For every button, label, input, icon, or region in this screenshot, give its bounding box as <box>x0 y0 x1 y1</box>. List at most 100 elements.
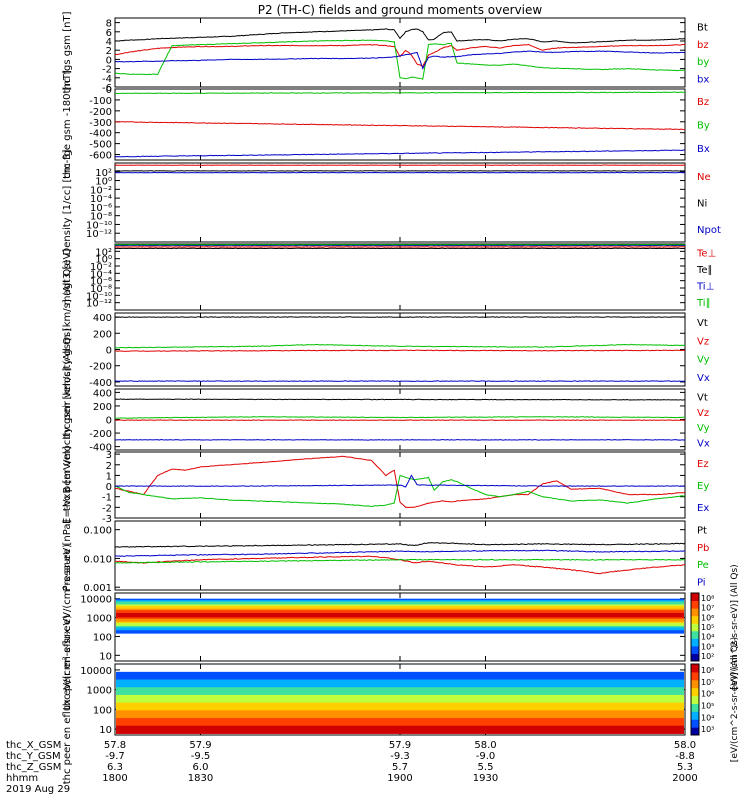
y-tick-label: -400 <box>89 378 112 389</box>
spectrogram-band <box>116 702 684 706</box>
legend-entry: by <box>697 57 709 68</box>
y-tick-label: -200 <box>89 107 112 118</box>
colorbar-swatch <box>691 671 699 681</box>
spectrogram-band <box>116 687 684 691</box>
y-tick-label: 10² <box>95 168 112 179</box>
x-tick-label: -9.7 <box>105 751 125 762</box>
spectrogram-band <box>116 628 684 631</box>
spectrogram-band <box>116 671 684 675</box>
legend-entry: Pi <box>697 577 706 588</box>
spectrogram-band <box>116 730 684 734</box>
y-axis-label: Density [1/cc] [cm-3] <box>62 149 73 255</box>
legend-entry: bx <box>697 74 709 85</box>
panel-pressure: 0.001 0.010 0.100 Pressure [nPa] Pt Pb Pe Pi <box>62 520 709 595</box>
colorbar-swatch <box>691 711 699 720</box>
y-tick-label: 10⁻¹⁰ <box>86 291 112 302</box>
y-tick-label: 0.100 <box>83 526 112 537</box>
y-tick-label: 2 <box>106 46 112 57</box>
panel-frame <box>114 520 686 591</box>
spectrogram-band <box>116 710 684 714</box>
y-axis-label: thc fge gsm -180 [nT] <box>62 70 73 179</box>
x-tick-label: 1800 <box>102 773 127 784</box>
spectrogram-band <box>116 598 684 601</box>
x-row-label: thc_X_GSM <box>6 740 61 751</box>
spectrogram-band <box>116 718 684 722</box>
x-tick-label: 57.9 <box>189 740 211 751</box>
x-row-label: thc_Y_GSM <box>6 751 61 762</box>
colorbar-tick-label: 10³ <box>701 725 714 734</box>
spectrogram-band <box>116 602 684 605</box>
series-Vz <box>115 419 685 421</box>
y-tick-label: 0 <box>106 85 112 96</box>
spectrogram-band <box>116 712 684 716</box>
y-tick-label: -400 <box>89 129 112 140</box>
y-tick-label: 4 <box>106 37 112 48</box>
panel-frame <box>114 312 686 387</box>
series-Bx <box>115 149 685 158</box>
y-axis-label: thc fgs gsm [nT] <box>62 11 73 93</box>
y-tick-label: 10⁻² <box>90 185 112 196</box>
colorbar-swatch <box>691 645 699 654</box>
legend-entry: Vx <box>697 438 710 449</box>
series-Pb <box>115 555 685 575</box>
x-tick-label: 58.0 <box>674 740 696 751</box>
y-tick-label: -4 <box>102 74 112 85</box>
colorbar-swatch <box>691 679 699 689</box>
legend-entry: Bt <box>697 23 708 34</box>
spectrogram-band <box>116 676 684 681</box>
y-tick-label: 0 <box>106 482 112 493</box>
series-Bt <box>115 28 685 44</box>
x-tick-label: -9.5 <box>191 751 211 762</box>
x-tick-label: 1900 <box>387 773 412 784</box>
colorbar-tick-label: 10⁸ <box>701 666 714 675</box>
colorbar-swatch <box>691 695 699 704</box>
spectrogram-band <box>116 613 684 615</box>
y-tick-label: -200 <box>89 362 112 373</box>
x-tick-label: 57.8 <box>104 740 126 751</box>
x-tick-label: -9.0 <box>476 751 496 762</box>
y-tick-label: 10000 <box>80 666 112 677</box>
y-axis-label: thc peir en eflux eV/(cm²-s-sr-eV) <box>62 544 73 710</box>
panel-peer_velocity: -400 -200 0 200 400 thc peer velocity gsm [km… <box>62 328 710 511</box>
series-Vx <box>115 439 685 441</box>
panel-peer_eflux: 10 100 1000 10000 thc peer en eflux eV/(cm²-… <box>62 615 686 785</box>
y-tick-label: 10000 <box>80 595 112 606</box>
y-tick-label: 1000 <box>87 686 112 697</box>
y-tick-label: -500 <box>89 140 112 151</box>
spectrogram-band <box>116 617 684 620</box>
spectrogram-band <box>116 697 684 701</box>
y-tick-label: -6 <box>102 83 112 94</box>
spectrogram-band <box>116 600 684 603</box>
x-tick-label: 58.0 <box>474 740 496 751</box>
series-Vt <box>115 398 685 401</box>
x-tick-label: 6.3 <box>107 762 123 773</box>
y-tick-label: 200 <box>93 329 112 340</box>
legend-entry: Ti⊥ <box>696 281 714 292</box>
y-axis-label: thc peer en eflux eV/(cm²-s-sr-eV) <box>62 615 73 785</box>
y-tick-label: 10⁻¹² <box>86 229 112 240</box>
y-tick-label: 10⁻⁶ <box>90 277 112 288</box>
spectrogram-band <box>116 608 684 611</box>
spectrogram-band <box>116 705 684 709</box>
y-tick-label: 200 <box>93 402 112 413</box>
colorbar-tick-label: 10⁵ <box>701 623 714 632</box>
legend-entry: Ey <box>697 481 709 492</box>
y-axis-label: magt3 [eV] <box>62 249 73 306</box>
y-tick-label: 400 <box>93 388 112 399</box>
series-Vy <box>115 416 685 419</box>
spectrogram-band <box>116 601 684 604</box>
y-tick-label: 0.001 <box>83 583 112 594</box>
spectrogram-band <box>116 611 684 614</box>
y-tick-label: 10⁻⁶ <box>90 203 112 214</box>
colorbar-swatch <box>691 653 699 662</box>
y-axis-label: thc peer velocity gsm [km/s] (All Qs) <box>62 328 73 511</box>
y-tick-label: 2 <box>106 461 112 472</box>
spectrogram-band <box>116 630 684 633</box>
colorbar-tick-label: 10⁶ <box>701 690 714 699</box>
y-tick-label: 400 <box>93 313 112 324</box>
x-tick-label: 5.3 <box>677 762 693 773</box>
colorbar-tick-label: 10³ <box>701 642 714 651</box>
colorbar-swatch <box>691 687 699 697</box>
